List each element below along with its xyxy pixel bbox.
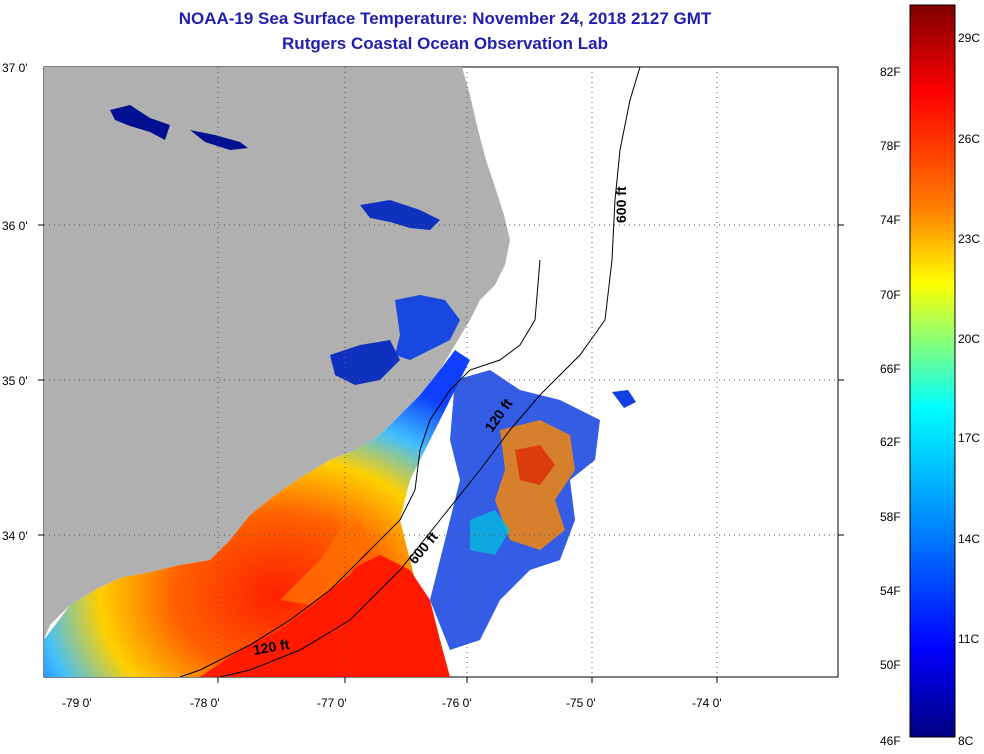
sst-offshore-red bbox=[515, 445, 555, 485]
graticule bbox=[44, 67, 838, 677]
colorbar-f-54: 54F bbox=[880, 584, 901, 598]
colorbar-f-70: 70F bbox=[880, 288, 901, 302]
lon-label-79: -79 0' bbox=[62, 696, 92, 710]
colorbar-c-20: 20C bbox=[958, 332, 980, 346]
lat-label-35: 35 0' bbox=[2, 374, 28, 388]
lon-label-74: -74 0' bbox=[692, 696, 722, 710]
colorbar-f-74: 74F bbox=[880, 213, 901, 227]
map-subtitle: Rutgers Coastal Ocean Observation Lab bbox=[282, 34, 608, 53]
albemarle-sound bbox=[360, 200, 440, 230]
lat-label-36: 36 0' bbox=[2, 219, 28, 233]
colorbar-f-66: 66F bbox=[880, 362, 901, 376]
lon-label-78: -78 0' bbox=[190, 696, 220, 710]
colorbar bbox=[909, 4, 956, 738]
sst-small-patch bbox=[612, 390, 636, 408]
inland-bay bbox=[330, 340, 400, 385]
colorbar-c-29: 29C bbox=[958, 31, 980, 45]
inland-river-2 bbox=[190, 130, 248, 150]
colorbar-c-11: 11C bbox=[958, 632, 979, 646]
lat-label-37: 37 0' bbox=[2, 61, 28, 75]
contour-label-600-north: 600 ft bbox=[613, 186, 629, 223]
colorbar-celsius-labels: 29C 26C 23C 20C 17C 14C 11C 8C bbox=[958, 31, 980, 748]
contour-600ft bbox=[219, 67, 641, 677]
colorbar-f-78: 78F bbox=[880, 139, 901, 153]
lon-label-76: -76 0' bbox=[442, 696, 472, 710]
lat-label-34: 34 0' bbox=[2, 529, 28, 543]
sst-offshore-warm-eddy bbox=[495, 420, 575, 550]
colorbar-f-58: 58F bbox=[880, 510, 901, 524]
colorbar-f-50: 50F bbox=[880, 658, 901, 672]
colorbar-f-46: 46F bbox=[880, 734, 901, 748]
sst-warm-offshore bbox=[200, 555, 450, 677]
lon-label-77: -77 0' bbox=[317, 696, 347, 710]
sst-orange-band bbox=[280, 520, 370, 605]
colorbar-c-14: 14C bbox=[958, 532, 980, 546]
contour-label-120-south: 120 ft bbox=[252, 636, 291, 658]
lon-label-75: -75 0' bbox=[566, 696, 596, 710]
axis-ticks bbox=[38, 224, 844, 683]
colorbar-c-26: 26C bbox=[958, 132, 980, 146]
sst-cyan-patch bbox=[470, 510, 510, 555]
contour-120ft bbox=[179, 259, 541, 677]
colorbar-fahrenheit-labels: 82F 78F 74F 70F 66F 62F 58F 54F 50F 46F bbox=[880, 65, 901, 748]
colorbar-c-17: 17C bbox=[958, 431, 980, 445]
colorbar-f-62: 62F bbox=[880, 435, 901, 449]
colorbar-c-8: 8C bbox=[958, 734, 974, 748]
colorbar-f-82: 82F bbox=[880, 65, 901, 79]
inland-river-1 bbox=[110, 105, 170, 140]
colorbar-c-23: 23C bbox=[958, 232, 980, 246]
pamlico-sound bbox=[395, 295, 460, 360]
map-title: NOAA-19 Sea Surface Temperature: Novembe… bbox=[178, 9, 712, 28]
